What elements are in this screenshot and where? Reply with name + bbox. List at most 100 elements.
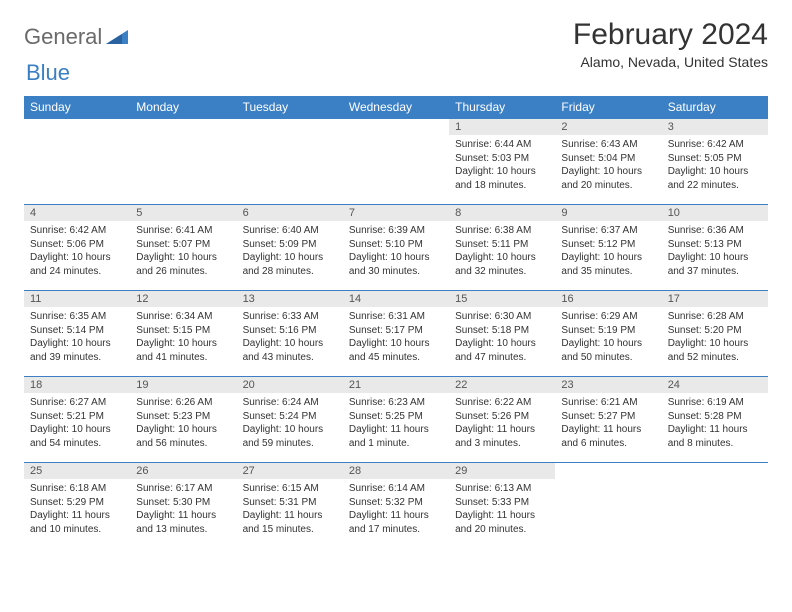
- daylight-text: Daylight: 11 hours and 8 minutes.: [668, 423, 762, 450]
- sunset-text: Sunset: 5:09 PM: [243, 238, 337, 252]
- logo: General: [24, 18, 130, 50]
- daylight-text: Daylight: 10 hours and 30 minutes.: [349, 251, 443, 278]
- sunset-text: Sunset: 5:10 PM: [349, 238, 443, 252]
- day-number: 27: [237, 463, 343, 479]
- sunset-text: Sunset: 5:25 PM: [349, 410, 443, 424]
- calendar-day-cell: 9Sunrise: 6:37 AMSunset: 5:12 PMDaylight…: [555, 205, 661, 291]
- day-number: 2: [555, 119, 661, 135]
- day-details: Sunrise: 6:21 AMSunset: 5:27 PMDaylight:…: [555, 393, 661, 453]
- sunrise-text: Sunrise: 6:34 AM: [136, 310, 230, 324]
- day-number: 20: [237, 377, 343, 393]
- sunset-text: Sunset: 5:24 PM: [243, 410, 337, 424]
- calendar-week-row: 1Sunrise: 6:44 AMSunset: 5:03 PMDaylight…: [24, 119, 768, 205]
- weekday-header: Sunday: [24, 96, 130, 119]
- location-text: Alamo, Nevada, United States: [573, 54, 768, 70]
- sunrise-text: Sunrise: 6:38 AM: [455, 224, 549, 238]
- day-details: Sunrise: 6:28 AMSunset: 5:20 PMDaylight:…: [662, 307, 768, 367]
- calendar-day-cell: 16Sunrise: 6:29 AMSunset: 5:19 PMDayligh…: [555, 291, 661, 377]
- sunrise-text: Sunrise: 6:21 AM: [561, 396, 655, 410]
- sunrise-text: Sunrise: 6:31 AM: [349, 310, 443, 324]
- sunset-text: Sunset: 5:31 PM: [243, 496, 337, 510]
- day-details: Sunrise: 6:36 AMSunset: 5:13 PMDaylight:…: [662, 221, 768, 281]
- daylight-text: Daylight: 11 hours and 20 minutes.: [455, 509, 549, 536]
- calendar-day-cell: 23Sunrise: 6:21 AMSunset: 5:27 PMDayligh…: [555, 377, 661, 463]
- daylight-text: Daylight: 10 hours and 59 minutes.: [243, 423, 337, 450]
- calendar-day-cell: 6Sunrise: 6:40 AMSunset: 5:09 PMDaylight…: [237, 205, 343, 291]
- daylight-text: Daylight: 11 hours and 17 minutes.: [349, 509, 443, 536]
- day-details: Sunrise: 6:30 AMSunset: 5:18 PMDaylight:…: [449, 307, 555, 367]
- sunset-text: Sunset: 5:32 PM: [349, 496, 443, 510]
- calendar-day-cell: 12Sunrise: 6:34 AMSunset: 5:15 PMDayligh…: [130, 291, 236, 377]
- sunrise-text: Sunrise: 6:33 AM: [243, 310, 337, 324]
- day-number: 18: [24, 377, 130, 393]
- calendar-day-cell: 22Sunrise: 6:22 AMSunset: 5:26 PMDayligh…: [449, 377, 555, 463]
- logo-text-general: General: [24, 24, 102, 50]
- day-number: 28: [343, 463, 449, 479]
- calendar-day-cell: 24Sunrise: 6:19 AMSunset: 5:28 PMDayligh…: [662, 377, 768, 463]
- day-details: Sunrise: 6:19 AMSunset: 5:28 PMDaylight:…: [662, 393, 768, 453]
- day-details: Sunrise: 6:22 AMSunset: 5:26 PMDaylight:…: [449, 393, 555, 453]
- day-number: 17: [662, 291, 768, 307]
- sunset-text: Sunset: 5:26 PM: [455, 410, 549, 424]
- day-details: Sunrise: 6:41 AMSunset: 5:07 PMDaylight:…: [130, 221, 236, 281]
- calendar-day-cell: 21Sunrise: 6:23 AMSunset: 5:25 PMDayligh…: [343, 377, 449, 463]
- sunrise-text: Sunrise: 6:40 AM: [243, 224, 337, 238]
- daylight-text: Daylight: 10 hours and 39 minutes.: [30, 337, 124, 364]
- daylight-text: Daylight: 11 hours and 1 minute.: [349, 423, 443, 450]
- sunrise-text: Sunrise: 6:14 AM: [349, 482, 443, 496]
- daylight-text: Daylight: 10 hours and 41 minutes.: [136, 337, 230, 364]
- sunset-text: Sunset: 5:12 PM: [561, 238, 655, 252]
- calendar-day-cell: 25Sunrise: 6:18 AMSunset: 5:29 PMDayligh…: [24, 463, 130, 549]
- sunset-text: Sunset: 5:07 PM: [136, 238, 230, 252]
- calendar-day-cell: 15Sunrise: 6:30 AMSunset: 5:18 PMDayligh…: [449, 291, 555, 377]
- daylight-text: Daylight: 10 hours and 18 minutes.: [455, 165, 549, 192]
- day-details: Sunrise: 6:26 AMSunset: 5:23 PMDaylight:…: [130, 393, 236, 453]
- sunrise-text: Sunrise: 6:17 AM: [136, 482, 230, 496]
- day-details: Sunrise: 6:18 AMSunset: 5:29 PMDaylight:…: [24, 479, 130, 539]
- sunrise-text: Sunrise: 6:42 AM: [30, 224, 124, 238]
- sunset-text: Sunset: 5:28 PM: [668, 410, 762, 424]
- day-details: Sunrise: 6:38 AMSunset: 5:11 PMDaylight:…: [449, 221, 555, 281]
- daylight-text: Daylight: 11 hours and 6 minutes.: [561, 423, 655, 450]
- day-number: 16: [555, 291, 661, 307]
- sunrise-text: Sunrise: 6:36 AM: [668, 224, 762, 238]
- sunrise-text: Sunrise: 6:44 AM: [455, 138, 549, 152]
- logo-text-blue: Blue: [26, 60, 70, 86]
- calendar-day-cell: [24, 119, 130, 205]
- daylight-text: Daylight: 11 hours and 15 minutes.: [243, 509, 337, 536]
- sunset-text: Sunset: 5:23 PM: [136, 410, 230, 424]
- calendar-day-cell: 7Sunrise: 6:39 AMSunset: 5:10 PMDaylight…: [343, 205, 449, 291]
- daylight-text: Daylight: 10 hours and 52 minutes.: [668, 337, 762, 364]
- sunset-text: Sunset: 5:21 PM: [30, 410, 124, 424]
- daylight-text: Daylight: 10 hours and 20 minutes.: [561, 165, 655, 192]
- calendar-day-cell: [237, 119, 343, 205]
- daylight-text: Daylight: 10 hours and 45 minutes.: [349, 337, 443, 364]
- day-number: 1: [449, 119, 555, 135]
- day-number: 7: [343, 205, 449, 221]
- day-number: 22: [449, 377, 555, 393]
- calendar-day-cell: 26Sunrise: 6:17 AMSunset: 5:30 PMDayligh…: [130, 463, 236, 549]
- day-details: Sunrise: 6:15 AMSunset: 5:31 PMDaylight:…: [237, 479, 343, 539]
- day-number: 19: [130, 377, 236, 393]
- sunset-text: Sunset: 5:04 PM: [561, 152, 655, 166]
- sunrise-text: Sunrise: 6:24 AM: [243, 396, 337, 410]
- sunset-text: Sunset: 5:20 PM: [668, 324, 762, 338]
- sunrise-text: Sunrise: 6:28 AM: [668, 310, 762, 324]
- sunrise-text: Sunrise: 6:13 AM: [455, 482, 549, 496]
- day-details: Sunrise: 6:37 AMSunset: 5:12 PMDaylight:…: [555, 221, 661, 281]
- sunset-text: Sunset: 5:11 PM: [455, 238, 549, 252]
- day-details: Sunrise: 6:42 AMSunset: 5:06 PMDaylight:…: [24, 221, 130, 281]
- sunset-text: Sunset: 5:15 PM: [136, 324, 230, 338]
- calendar-body: 1Sunrise: 6:44 AMSunset: 5:03 PMDaylight…: [24, 119, 768, 549]
- sunrise-text: Sunrise: 6:35 AM: [30, 310, 124, 324]
- day-number: 10: [662, 205, 768, 221]
- sunset-text: Sunset: 5:29 PM: [30, 496, 124, 510]
- day-details: Sunrise: 6:14 AMSunset: 5:32 PMDaylight:…: [343, 479, 449, 539]
- sunrise-text: Sunrise: 6:19 AM: [668, 396, 762, 410]
- title-block: February 2024 Alamo, Nevada, United Stat…: [573, 18, 768, 70]
- day-number: 5: [130, 205, 236, 221]
- sunset-text: Sunset: 5:19 PM: [561, 324, 655, 338]
- sunset-text: Sunset: 5:16 PM: [243, 324, 337, 338]
- sunset-text: Sunset: 5:14 PM: [30, 324, 124, 338]
- day-details: Sunrise: 6:24 AMSunset: 5:24 PMDaylight:…: [237, 393, 343, 453]
